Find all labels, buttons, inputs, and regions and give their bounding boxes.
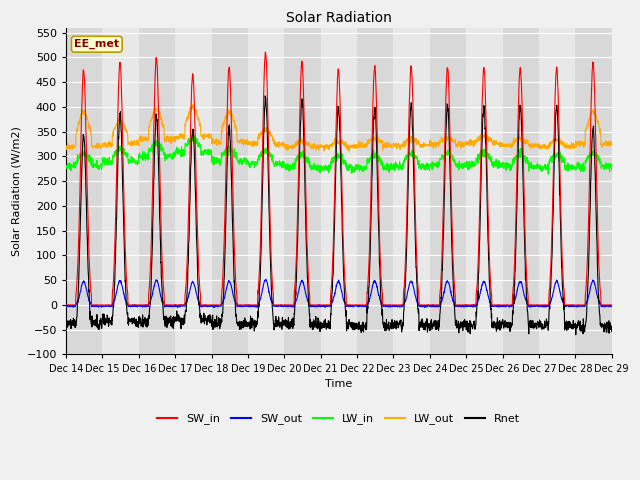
LW_in <box>608 168 616 173</box>
Bar <box>539 28 575 355</box>
LW_out <box>608 138 616 144</box>
LW_in <box>214 156 222 162</box>
Bar <box>248 28 284 355</box>
SW_in <box>262 49 269 55</box>
SW_in <box>608 302 616 308</box>
SW_out <box>62 304 70 310</box>
SW_out <box>262 276 269 282</box>
LW_in <box>498 161 506 167</box>
LW_in <box>367 155 374 160</box>
Y-axis label: Solar Radiation (W/m2): Solar Radiation (W/m2) <box>11 126 21 256</box>
SW_in <box>560 285 568 291</box>
Rnet <box>214 322 222 327</box>
Bar <box>575 28 612 355</box>
Rnet <box>261 93 269 99</box>
SW_out <box>367 292 374 298</box>
LW_out <box>355 142 363 147</box>
SW_in <box>214 302 222 308</box>
SW_in <box>62 302 70 308</box>
Bar <box>66 28 102 355</box>
Bar <box>321 28 357 355</box>
SW_in <box>498 302 506 308</box>
Line: SW_out: SW_out <box>66 279 612 307</box>
LW_out <box>62 144 70 150</box>
SW_out <box>498 304 506 310</box>
SW_in <box>575 302 582 308</box>
Bar <box>394 28 430 355</box>
LW_out <box>498 140 506 145</box>
Bar <box>102 28 139 355</box>
Bar <box>284 28 321 355</box>
LW_in <box>545 171 552 177</box>
Line: LW_in: LW_in <box>66 135 612 174</box>
Bar <box>466 28 502 355</box>
Title: Solar Radiation: Solar Radiation <box>286 11 392 25</box>
SW_in <box>367 204 374 210</box>
Line: SW_in: SW_in <box>66 52 612 305</box>
SW_out <box>214 304 222 310</box>
Bar <box>502 28 539 355</box>
LW_out <box>575 143 583 148</box>
SW_out <box>575 303 583 309</box>
Bar <box>212 28 248 355</box>
LW_in <box>560 155 568 160</box>
Rnet <box>572 332 580 337</box>
SW_out <box>321 304 329 310</box>
Line: Rnet: Rnet <box>66 96 612 335</box>
SW_out <box>355 304 363 310</box>
Rnet <box>367 233 374 239</box>
LW_out <box>367 138 374 144</box>
LW_in <box>190 132 198 138</box>
Rnet <box>498 325 506 331</box>
LW_out <box>214 137 222 143</box>
X-axis label: Time: Time <box>325 379 353 389</box>
LW_out <box>189 102 196 108</box>
LW_out <box>345 148 353 154</box>
Rnet <box>608 329 616 335</box>
SW_in <box>355 302 362 308</box>
Bar <box>357 28 394 355</box>
LW_out <box>560 141 568 146</box>
SW_out <box>608 304 616 310</box>
Rnet <box>575 323 583 329</box>
LW_in <box>62 165 70 171</box>
Line: LW_out: LW_out <box>66 105 612 151</box>
Bar <box>139 28 175 355</box>
SW_out <box>560 301 568 307</box>
Rnet <box>355 327 362 333</box>
LW_in <box>575 163 583 169</box>
Bar <box>430 28 466 355</box>
Rnet <box>62 323 70 329</box>
Rnet <box>560 307 568 312</box>
Bar <box>175 28 212 355</box>
LW_in <box>355 166 362 172</box>
Legend: SW_in, SW_out, LW_in, LW_out, Rnet: SW_in, SW_out, LW_in, LW_out, Rnet <box>153 409 525 429</box>
Text: EE_met: EE_met <box>74 39 120 49</box>
